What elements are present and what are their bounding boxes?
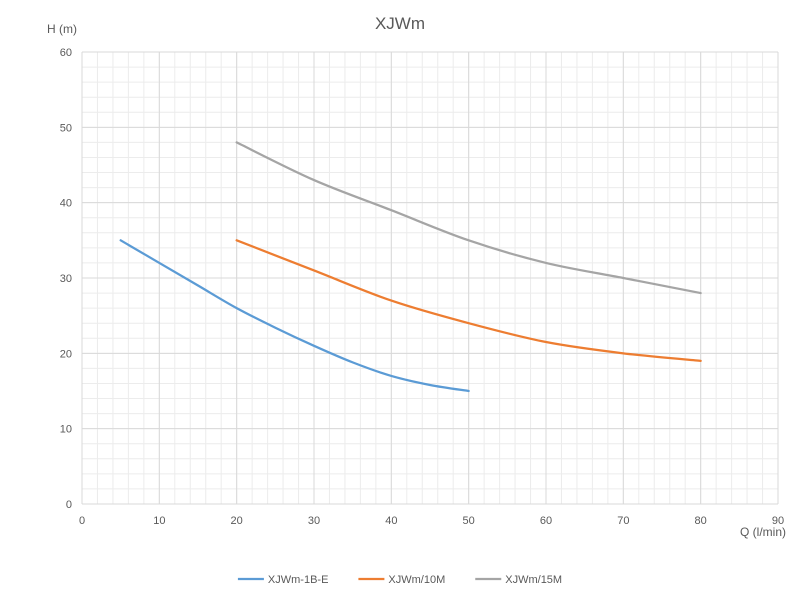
x-tick-label: 0 <box>79 515 85 527</box>
x-tick-labels: 0 10 20 30 40 50 60 70 80 90 <box>79 515 784 527</box>
major-gridlines <box>81 51 779 505</box>
x-tick-label: 50 <box>463 515 475 527</box>
chart-title: XJWm <box>375 14 425 33</box>
x-tick-label: 30 <box>308 515 320 527</box>
legend-label: XJWm/10M <box>388 574 445 586</box>
x-tick-label: 10 <box>153 515 165 527</box>
x-axis-label: Q (l/min) <box>740 525 786 539</box>
y-tick-labels: 0 10 20 30 40 50 60 <box>60 47 72 511</box>
y-tick-label: 50 <box>60 122 72 134</box>
legend-item-1: XJWm-1B-E <box>237 574 329 586</box>
y-tick-label: 20 <box>60 348 72 360</box>
legend-label: XJWm/15M <box>505 574 562 586</box>
x-tick-label: 20 <box>231 515 243 527</box>
y-tick-label: 0 <box>66 499 72 511</box>
y-tick-label: 40 <box>60 198 72 210</box>
legend-item-2: XJWm/10M <box>358 574 445 586</box>
x-tick-label: 70 <box>617 515 629 527</box>
series-lines <box>119 141 702 393</box>
legend-label: XJWm-1B-E <box>268 574 329 586</box>
x-tick-label: 40 <box>385 515 397 527</box>
x-tick-label: 60 <box>540 515 552 527</box>
y-tick-label: 10 <box>60 424 72 436</box>
y-axis-label: H (m) <box>47 22 77 36</box>
y-tick-label: 60 <box>60 47 72 59</box>
x-tick-label: 90 <box>772 515 784 527</box>
series-line-3 <box>235 141 702 295</box>
series-line-1 <box>119 239 470 393</box>
legend: XJWm-1B-E XJWm/10M XJWm/15M <box>237 574 562 586</box>
y-tick-label: 30 <box>60 273 72 285</box>
x-tick-label: 80 <box>695 515 707 527</box>
legend-item-3: XJWm/15M <box>475 574 562 586</box>
series-line-2 <box>235 239 702 362</box>
